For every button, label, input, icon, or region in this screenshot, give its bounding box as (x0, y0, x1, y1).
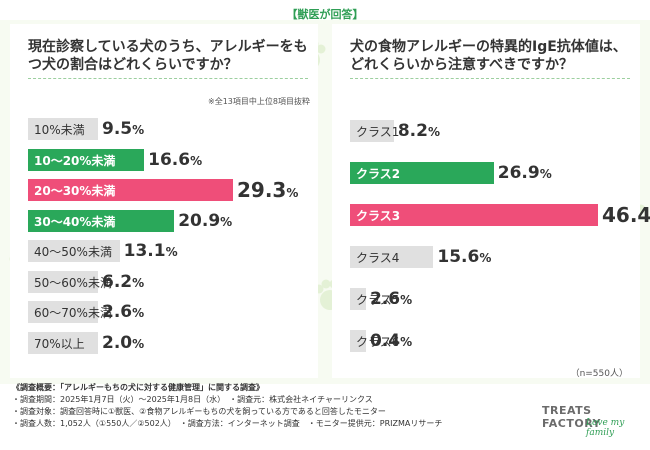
bar-value-label: 16.6% (148, 149, 203, 170)
bar (28, 301, 98, 323)
bar-category-label: 70%以上 (34, 336, 85, 351)
bar (350, 120, 394, 142)
bar (350, 162, 494, 184)
header-title: 【獣医が回答】 (286, 8, 364, 21)
bar-value-label: 26.9% (497, 163, 552, 183)
footer-line-target: ・調査対象：調査回答時に①獣医、②食物アレルギーもちの犬を飼っている方であると回… (12, 407, 386, 416)
title-divider (28, 78, 308, 79)
right-chart-title: 犬の食物アレルギーの特異的IgE抗体値は、どれくらいから注意すべきですか？ (350, 39, 627, 73)
bar-category-label: 10%未満 (34, 123, 85, 137)
bar-value-label: 6.2% (102, 271, 145, 292)
bar-category-label: 10〜20%未満 (34, 153, 116, 168)
footer-title: 《調査概要：「アレルギーもちの犬に対する健康管理」に関する調査》 (12, 383, 264, 392)
logo-script: Love my family (586, 418, 625, 438)
bar-value-label: 0.4% (370, 331, 413, 351)
left-chart-note: ※全13項目中上位8項目抜粋 (208, 97, 310, 106)
bar (28, 148, 145, 171)
survey-footer: 《調査概要：「アレルギーもちの犬に対する健康管理」に関する調査》 ・調査期間：2… (12, 382, 532, 430)
left-chart-title: 現在診察している犬のうち、アレルギーをもつ犬の割合はどれくらいですか？ (28, 39, 308, 73)
bar (28, 270, 98, 293)
bar (28, 331, 98, 354)
bar-category-label: 30〜40%未満 (34, 214, 116, 229)
bar-category-label: クラス5 (356, 293, 400, 307)
bar-value-label: 8.2% (397, 121, 440, 141)
bar (28, 240, 120, 262)
bar-category-label: クラス6 (356, 335, 400, 349)
bar-value-label: 2.6% (102, 302, 145, 322)
bar-category-label: 60〜70%未満 (34, 306, 112, 320)
paw-print-shape (316, 44, 326, 54)
sample-size-label: （n=550人） (570, 369, 628, 379)
bar (28, 118, 98, 140)
paw-print-shape (321, 279, 331, 289)
footer-line-period: ・調査期間：2025年1月7日（火）〜2025年1月8日（水） ・調査元：株式会… (12, 395, 373, 404)
bar-value-label: 9.5% (102, 119, 145, 139)
bar (28, 179, 233, 201)
bar-value-label: 46.4% (602, 203, 650, 227)
bar-value-label: 13.1% (123, 241, 178, 261)
bar (350, 246, 434, 268)
bar-category-label: 40〜50%未満 (34, 245, 112, 259)
bar-category-label: クラス3 (356, 209, 401, 223)
title-divider (350, 78, 630, 79)
bar-category-label: クラス2 (356, 167, 401, 181)
brand-logo: TREATS FACTORY Love my family (542, 404, 642, 438)
bar-value-label: 15.6% (437, 247, 492, 267)
bar-value-label: 2.0% (102, 332, 145, 353)
left-chart-panel: 現在診察している犬のうち、アレルギーをもつ犬の割合はどれくらいですか？ ※全13… (10, 24, 318, 378)
right-chart-panel: 犬の食物アレルギーの特異的IgE抗体値は、どれくらいから注意すべきですか？ クラ… (332, 24, 650, 379)
bar (350, 288, 366, 310)
bar (350, 330, 366, 352)
bar-value-label: 29.3% (237, 178, 299, 202)
bar-category-label: クラス1 (356, 125, 400, 139)
logo-text: TREATS FACTORY (542, 404, 602, 430)
footer-line-count: ・調査人数：1,052人（①550人／②502人） ・調査方法：インターネット調… (12, 419, 443, 428)
bar-category-label: 50〜60%未満 (34, 275, 112, 290)
bar-value-label: 2.6% (370, 289, 413, 309)
bar-value-label: 20.9% (178, 210, 233, 231)
bar-category-label: 20〜30%未満 (34, 184, 116, 198)
bar (350, 204, 598, 226)
bar (28, 209, 175, 232)
bar-category-label: クラス4 (356, 251, 400, 265)
